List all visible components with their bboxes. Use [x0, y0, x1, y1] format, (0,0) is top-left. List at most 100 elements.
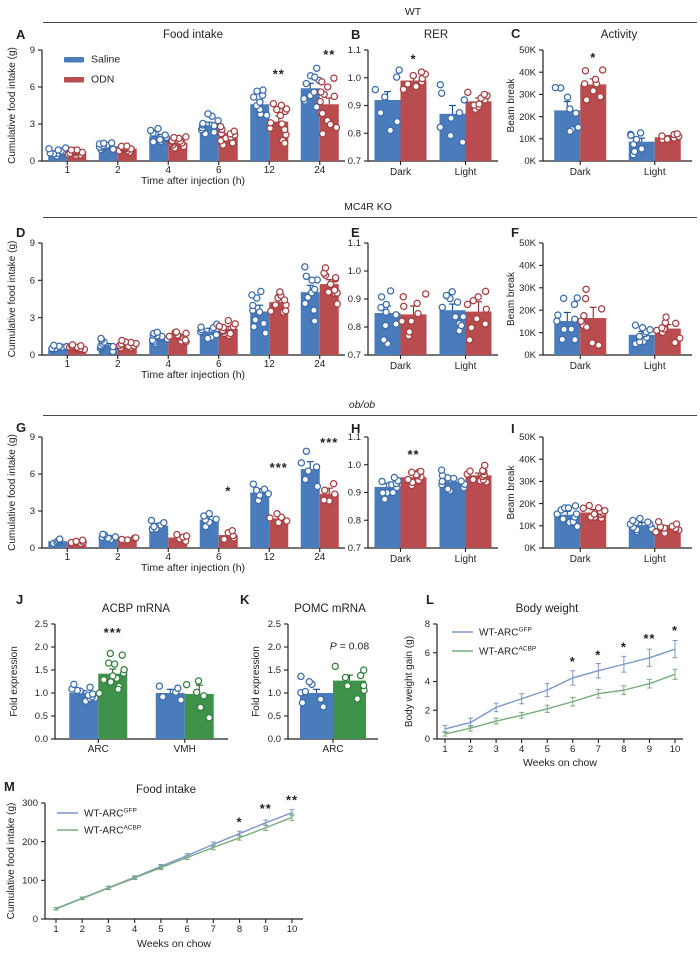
panel-F-y-tick-label: 50K [519, 238, 537, 249]
panel-E-data-point [442, 291, 451, 300]
panel-L-sig-marker: * [621, 640, 627, 655]
panel-L-x-tick-label: 8 [621, 744, 626, 755]
panel-B-y-tick-label: 1.1 [348, 45, 361, 56]
panel-L-x-tick-label: 5 [545, 744, 550, 755]
panel-A-x-tick-label: 24 [314, 165, 326, 176]
panel-E-data-point [481, 320, 490, 328]
panel-H-data-point [390, 473, 399, 482]
panel-J-data-point [106, 678, 115, 686]
panel-L-title: Body weight [516, 603, 579, 615]
panel-G-data-point [312, 463, 321, 471]
panel-B-data-point [392, 73, 401, 81]
panel-I-data-point [559, 515, 567, 523]
panel-A-data-point [100, 139, 108, 148]
panel-F-data-point [573, 294, 581, 302]
panel-E-data-point [467, 324, 476, 332]
panel-A-legend-swatch [64, 77, 84, 83]
panel-K-data-point [297, 672, 305, 681]
panel-A-y-axis-label: Cumulative food intake (g) [7, 47, 18, 164]
panel-H-data-point [469, 475, 477, 484]
panel-K-y-tick-label: 2.0 [268, 642, 281, 653]
panel-L-x-tick-label: 6 [570, 744, 575, 755]
panel-A-legend-label: Saline [91, 54, 120, 66]
panel-D-data-point [50, 341, 58, 350]
panel-E-bar-Saline [374, 313, 401, 355]
panel-J-data-point [110, 660, 119, 668]
panel-A-y-tick-label: 6 [30, 82, 35, 93]
panel-M-sig-marker: ** [286, 792, 298, 807]
panel-D-data-point [251, 316, 260, 324]
panel-D-data-point [261, 329, 270, 337]
panel-L-legend-label: WT-ARCGFP [479, 627, 532, 639]
panel-I-data-point [629, 516, 637, 525]
panel-G-data-point [320, 486, 329, 495]
panel-D-y-tick-label: 6 [30, 276, 35, 287]
panel-F-data-point [581, 294, 590, 303]
panel-E-data-point [405, 328, 414, 336]
panel-J-data-point [118, 651, 126, 659]
panel-A-data-point [312, 103, 321, 111]
panel-E-y-tick-label: 1.1 [348, 238, 361, 249]
panel-B-data-point [381, 93, 389, 101]
panel-B-y-tick-label: 0.9 [348, 101, 361, 112]
panel-C-data-point [572, 109, 580, 117]
panel-E-x-tick-label: Light [455, 361, 477, 372]
panel-M-x-axis-label: Weeks on chow [137, 938, 211, 950]
group-divider-obob [43, 415, 697, 416]
panel-A-data-point [326, 120, 335, 129]
panel-E-data-point [399, 293, 408, 301]
panel-G-data-point [273, 510, 281, 518]
panel-D-data-point [197, 323, 205, 331]
panel-L-sig-marker: * [595, 648, 601, 663]
panel-C-data-point [627, 131, 635, 140]
panel-A-data-point [330, 92, 339, 101]
panel-E-data-point [377, 303, 385, 312]
group-header-mc4rko: MC4R KO [344, 201, 392, 213]
panel-B-data-point [464, 88, 472, 97]
panel-F-data-point [671, 338, 679, 347]
panel-K-y-tick-label: 0.0 [268, 734, 281, 745]
panel-A-data-point [276, 111, 285, 120]
panel-F-data-point [662, 313, 670, 321]
panel-M-x-tick-label: 10 [287, 924, 298, 935]
panel-E-data-point [386, 287, 395, 295]
panel-M-x-tick-label: 2 [80, 924, 85, 935]
panel-D-data-point [203, 334, 212, 343]
panel-F-data-point [554, 311, 562, 319]
panel-B-data-point [412, 82, 420, 91]
panel-M-x-tick-label: 1 [53, 924, 58, 935]
panel-K-y-tick-label: 2.5 [268, 619, 281, 630]
panel-D-data-point [231, 320, 239, 328]
panel-M-x-tick-label: 4 [132, 924, 137, 935]
panel-C-data-point [563, 93, 572, 101]
panel-K-y-tick-label: 0.5 [268, 711, 281, 722]
panel-A-x-tick-label: 1 [64, 165, 70, 176]
panel-D-data-point [267, 307, 275, 316]
panel-F-data-point [582, 285, 590, 294]
panel-H-data-point [437, 466, 446, 474]
panel-G-data-point [302, 447, 311, 456]
panel-A-data-point [278, 120, 286, 128]
panel-C-x-tick-label: Light [644, 167, 666, 178]
panel-B-y-tick-label: 0.7 [348, 156, 361, 167]
panel-G-data-point [228, 527, 236, 535]
panel-A-data-point [273, 105, 281, 114]
panel-D-data-point [321, 264, 330, 272]
panel-J-y-tick-label: 2.0 [35, 642, 48, 653]
panel-M-x-tick-label: 7 [211, 924, 216, 935]
panel-A-data-point [170, 133, 178, 142]
panel-I-y-tick-label: 10K [519, 521, 537, 532]
panel-M-y-tick-label: 0 [33, 914, 38, 925]
panel-I-y-tick-label: 30K [519, 477, 537, 488]
panel-F-data-point [594, 341, 603, 349]
panel-K-letter: K [240, 592, 250, 607]
panel-G-data-point [173, 530, 181, 539]
panel-E-y-tick-label: 0.7 [348, 350, 361, 361]
panel-B-data-point [480, 90, 489, 99]
panel-L-letter: L [426, 592, 434, 607]
panel-I-data-point [601, 506, 609, 515]
panel-C-data-point [630, 147, 639, 156]
panel-G-y-tick-label: 0 [30, 543, 35, 554]
panel-M-x-tick-label: 6 [184, 924, 189, 935]
panel-E-data-point [407, 317, 416, 325]
